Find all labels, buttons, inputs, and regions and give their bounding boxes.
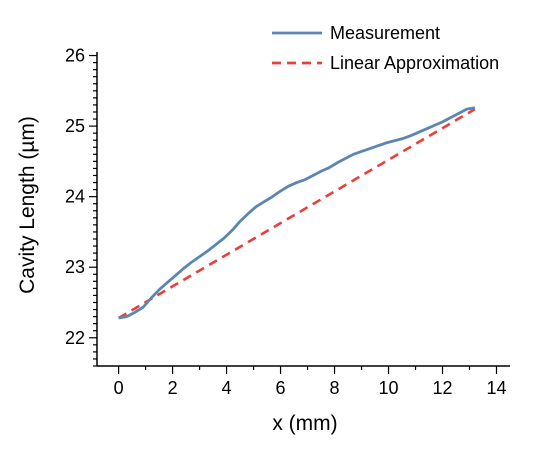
x-tick-label: 0 [114, 378, 124, 398]
measurement-line [118, 106, 476, 320]
y-tick-label: 25 [65, 116, 85, 136]
x-tick-label: 14 [486, 378, 506, 398]
legend-label-measurement: Measurement [330, 23, 440, 43]
linear-approximation-line [117, 108, 476, 320]
y-tick-label: 26 [65, 46, 85, 66]
y-tick-label: 23 [65, 257, 85, 277]
legend-label-linear-approximation: Linear Approximation [330, 53, 499, 73]
x-ticks: 0 2 4 6 8 10 12 14 [114, 366, 507, 398]
y-axis-label: Cavity Length (µm) [16, 116, 39, 294]
x-tick-label: 2 [168, 378, 178, 398]
y-tick-label: 22 [65, 328, 85, 348]
y-tick-label: 24 [65, 187, 85, 207]
x-tick-label: 10 [379, 378, 399, 398]
y-ticks: 22 23 24 25 26 [65, 46, 97, 367]
x-tick-label: 8 [330, 378, 340, 398]
x-tick-label: 6 [276, 378, 286, 398]
x-tick-label: 12 [433, 378, 453, 398]
legend: Measurement Linear Approximation [272, 23, 499, 73]
series-layer [117, 106, 476, 320]
x-axis-label: x (mm) [272, 412, 337, 435]
x-tick-label: 4 [222, 378, 232, 398]
